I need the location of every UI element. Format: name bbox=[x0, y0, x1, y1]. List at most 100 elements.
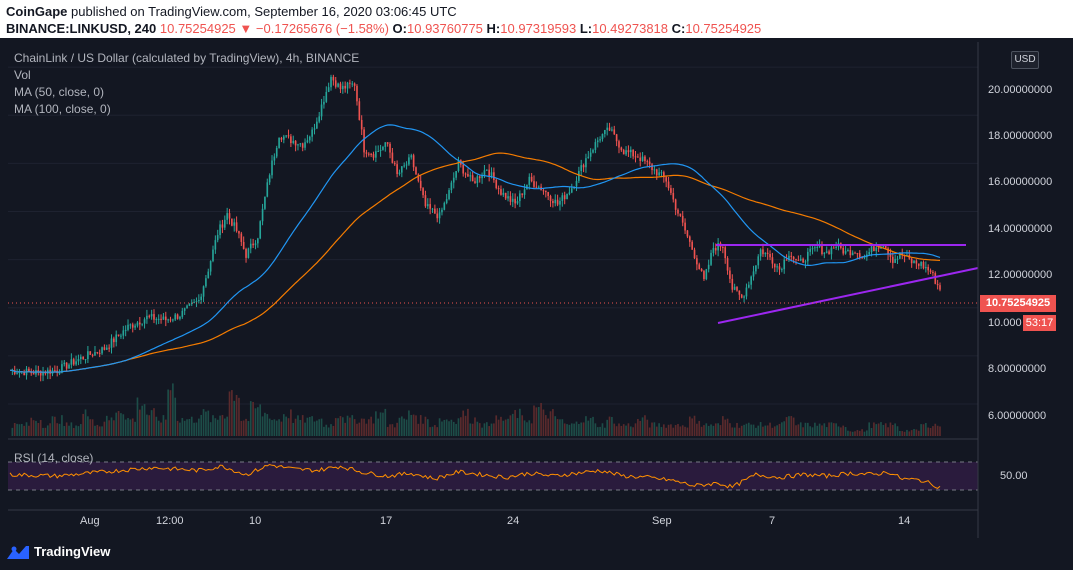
candle-body bbox=[358, 101, 361, 120]
volume-bar bbox=[443, 419, 446, 436]
volume-bar bbox=[278, 419, 280, 436]
volume-bar bbox=[164, 419, 167, 436]
volume-bar bbox=[747, 422, 750, 436]
price-tick: 18.00000000 bbox=[988, 130, 1052, 142]
volume-bar bbox=[77, 426, 80, 436]
candle-body bbox=[792, 256, 795, 259]
volume-bar bbox=[65, 422, 68, 436]
volume-bar bbox=[219, 415, 221, 436]
volume-bar bbox=[488, 426, 490, 436]
volume-bar bbox=[710, 424, 712, 436]
candle-body bbox=[844, 250, 847, 254]
candle-body bbox=[356, 85, 358, 102]
time-tick: Aug bbox=[80, 515, 100, 527]
plot-area bbox=[8, 42, 978, 538]
candle-body bbox=[344, 85, 347, 89]
volume-bar bbox=[273, 419, 276, 436]
candle-body bbox=[608, 127, 611, 131]
candle-body bbox=[745, 287, 748, 297]
volume-bar bbox=[214, 418, 217, 436]
volume-bar bbox=[500, 416, 502, 436]
candle-body bbox=[580, 165, 583, 172]
candle-body bbox=[134, 325, 136, 328]
candle-body bbox=[910, 258, 913, 264]
volume-bar bbox=[63, 426, 66, 436]
volume-bar bbox=[287, 418, 290, 436]
candle-body bbox=[481, 175, 483, 179]
candle-body bbox=[32, 373, 35, 375]
volume-bar bbox=[544, 415, 547, 436]
candle-body bbox=[228, 213, 231, 219]
candle-body bbox=[710, 252, 712, 265]
high-value: 10.97319593 bbox=[500, 21, 577, 36]
tradingview-brand[interactable]: TradingView bbox=[34, 544, 111, 559]
candle-body bbox=[471, 175, 474, 182]
high-label: H: bbox=[486, 21, 501, 36]
candle-body bbox=[79, 356, 82, 359]
volume-bar bbox=[521, 415, 524, 436]
publisher-name: CoinGape bbox=[6, 4, 68, 19]
price-axis[interactable]: 20.00000000 18.00000000 16.00000000 14.0… bbox=[988, 84, 1052, 482]
candle-body bbox=[341, 85, 344, 90]
support-trendline[interactable] bbox=[717, 267, 979, 324]
candle-body bbox=[714, 248, 717, 251]
currency-button[interactable]: USD bbox=[1011, 51, 1039, 69]
candle-body bbox=[438, 212, 441, 219]
volume-bar bbox=[825, 427, 828, 436]
candle-body bbox=[61, 364, 63, 373]
volume-bar bbox=[655, 426, 658, 436]
volume-bar bbox=[764, 425, 767, 436]
legend-vol[interactable]: Vol bbox=[14, 68, 31, 82]
candle-body bbox=[412, 155, 415, 168]
candle-body bbox=[528, 176, 531, 185]
volume-bar bbox=[117, 411, 120, 436]
rsi-legend[interactable]: RSI (14, close) bbox=[14, 451, 94, 465]
candle-body bbox=[509, 196, 512, 202]
legend-ma100[interactable]: MA (100, close, 0) bbox=[14, 102, 111, 116]
candle-body bbox=[533, 181, 535, 187]
candle-body bbox=[365, 152, 368, 154]
volume-bar bbox=[743, 424, 745, 436]
candle-body bbox=[603, 129, 606, 134]
volume-bar bbox=[275, 420, 278, 436]
volume-bar bbox=[382, 412, 384, 436]
candle-body bbox=[613, 129, 616, 135]
candle-body bbox=[729, 270, 731, 279]
tradingview-logo-icon[interactable] bbox=[6, 544, 30, 560]
volume-bar bbox=[252, 401, 254, 436]
price-chart[interactable]: 20.00000000 18.00000000 16.00000000 14.0… bbox=[0, 38, 1073, 538]
volume-bar bbox=[205, 411, 207, 436]
candle-body bbox=[488, 169, 490, 177]
volume-bar bbox=[922, 424, 925, 436]
volume-bar bbox=[790, 416, 793, 436]
time-axis[interactable]: Aug 12:00 10 17 24 Sep 7 14 bbox=[80, 515, 910, 527]
volume-bar bbox=[174, 397, 177, 436]
legend-ma50[interactable]: MA (50, close, 0) bbox=[14, 85, 105, 99]
candle-body bbox=[375, 151, 377, 158]
candle-body bbox=[301, 143, 304, 148]
volume-bar bbox=[785, 417, 788, 436]
volume-bar bbox=[419, 415, 422, 436]
candle-body bbox=[485, 169, 488, 171]
candle-body bbox=[582, 165, 585, 168]
volume-bar bbox=[58, 423, 61, 436]
volume-bar bbox=[308, 416, 311, 436]
candle-body bbox=[198, 300, 200, 302]
volume-bar bbox=[334, 418, 337, 436]
volume-bar bbox=[327, 427, 330, 436]
volume-bar bbox=[297, 415, 299, 436]
candle-body bbox=[408, 157, 410, 165]
candle-body bbox=[89, 351, 92, 355]
volume-bar bbox=[363, 418, 365, 436]
candle-body bbox=[627, 150, 630, 153]
volume-bar bbox=[603, 427, 606, 436]
candle-body bbox=[382, 146, 384, 150]
volume-bar bbox=[851, 431, 854, 436]
volume-bar bbox=[847, 430, 849, 436]
candle-body bbox=[39, 370, 42, 376]
candle-body bbox=[660, 172, 663, 174]
candle-body bbox=[611, 129, 613, 131]
candle-body bbox=[927, 267, 930, 271]
volume-bar bbox=[934, 423, 937, 436]
volume-bar bbox=[906, 429, 908, 436]
